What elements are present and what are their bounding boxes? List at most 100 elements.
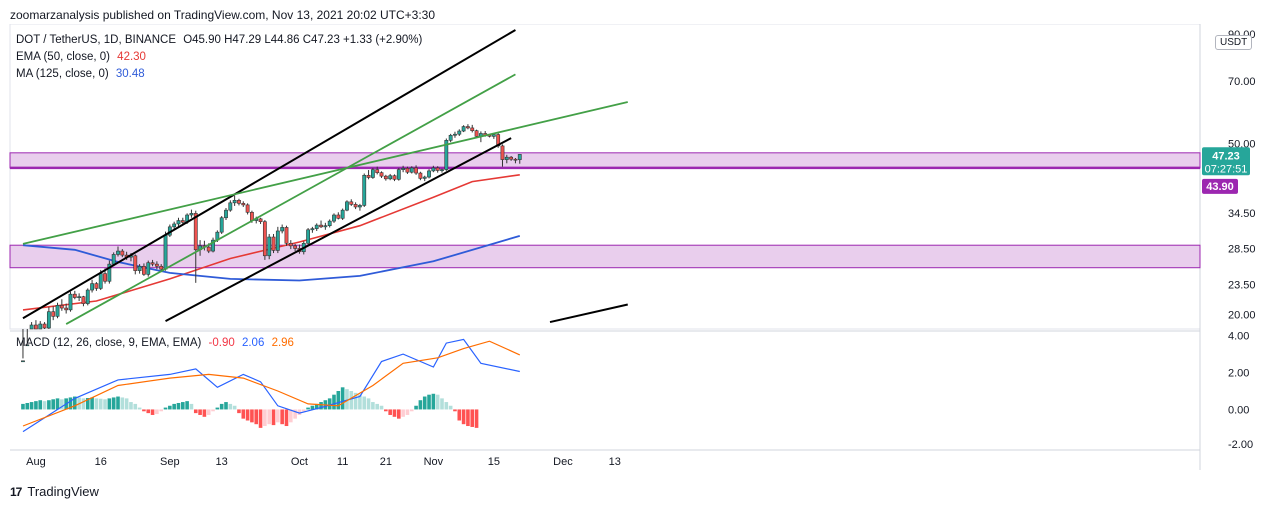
candle-body[interactable]: [366, 174, 371, 178]
candle-body[interactable]: [38, 323, 43, 330]
candle-body[interactable]: [504, 156, 509, 160]
candle-body[interactable]: [189, 213, 194, 216]
candle-body[interactable]: [431, 167, 436, 172]
zone-support-zone[interactable]: [9, 244, 1201, 269]
candle-body[interactable]: [159, 265, 164, 270]
candle-body[interactable]: [154, 263, 159, 267]
candle-body[interactable]: [21, 360, 25, 363]
candle-body[interactable]: [81, 296, 86, 304]
candle-body[interactable]: [392, 175, 397, 180]
candle-body[interactable]: [180, 220, 185, 223]
trendline-4[interactable]: [22, 101, 628, 245]
candle-body[interactable]: [211, 239, 215, 252]
candle-body[interactable]: [314, 224, 319, 229]
zone-resistance-zone[interactable]: [9, 152, 1201, 169]
candle-body[interactable]: [206, 246, 211, 252]
candle-body[interactable]: [336, 214, 341, 219]
macd-line[interactable]: [22, 338, 520, 433]
candle-body[interactable]: [457, 130, 462, 135]
candle-body[interactable]: [470, 127, 475, 131]
candle-body[interactable]: [349, 201, 354, 205]
candle-body[interactable]: [293, 245, 298, 249]
candle-body[interactable]: [163, 234, 168, 270]
candle-body[interactable]: [111, 254, 116, 265]
level-badge[interactable]: [1202, 178, 1238, 194]
price-chart-svg[interactable]: 90.0070.0050.0034.5028.5023.5020.004.002…: [0, 23, 1280, 484]
candle-body[interactable]: [72, 293, 77, 298]
candle-body[interactable]: [85, 289, 90, 304]
trendline-3[interactable]: [549, 303, 628, 324]
candle-body[interactable]: [491, 134, 496, 137]
candle-body[interactable]: [133, 255, 138, 271]
candle-body[interactable]: [332, 214, 336, 222]
candle-body[interactable]: [224, 209, 228, 219]
tradingview-logo-icon[interactable]: 17: [10, 484, 22, 499]
candle-body[interactable]: [120, 250, 125, 256]
candle-body[interactable]: [444, 140, 449, 170]
candle-body[interactable]: [245, 204, 250, 213]
candle-body[interactable]: [64, 307, 69, 311]
chart-area[interactable]: 90.0070.0050.0034.5028.5023.5020.004.002…: [0, 23, 1280, 489]
candle-body[interactable]: [345, 201, 349, 211]
candle-body[interactable]: [59, 305, 64, 309]
candle-body[interactable]: [25, 344, 30, 347]
candle-body[interactable]: [383, 175, 388, 180]
candle-body[interactable]: [323, 225, 328, 228]
candle-body[interactable]: [362, 174, 367, 206]
candle-body[interactable]: [414, 167, 418, 174]
candle-body[interactable]: [306, 229, 310, 244]
candle-body[interactable]: [94, 283, 99, 289]
candle-body[interactable]: [29, 324, 34, 330]
macd-signal-line[interactable]: [22, 340, 521, 427]
candle-body[interactable]: [375, 169, 380, 173]
candle-body[interactable]: [90, 283, 94, 291]
ema50-line[interactable]: [22, 174, 520, 311]
trendline-1[interactable]: [22, 29, 516, 320]
candle-body[interactable]: [219, 217, 224, 233]
candle-body[interactable]: [513, 158, 518, 161]
candle-body[interactable]: [46, 311, 51, 329]
candle-body[interactable]: [193, 213, 198, 251]
candle-body[interactable]: [418, 172, 423, 179]
ma125-line[interactable]: [22, 235, 521, 282]
candle-body[interactable]: [427, 170, 431, 178]
candle-body[interactable]: [401, 168, 406, 170]
candle-body[interactable]: [310, 228, 315, 231]
candle-body[interactable]: [34, 324, 38, 330]
candle-body[interactable]: [146, 262, 151, 275]
candle-body[interactable]: [440, 169, 444, 171]
candle-body[interactable]: [509, 156, 514, 160]
candle-body[interactable]: [107, 263, 112, 282]
candle-body[interactable]: [172, 223, 177, 228]
symbol-title[interactable]: DOT / TetherUS, 1D, BINANCE: [16, 34, 176, 46]
candle-body[interactable]: [55, 305, 60, 317]
candle-body[interactable]: [327, 220, 332, 226]
candle-body[interactable]: [435, 167, 440, 171]
ma-legend[interactable]: MA (125, close, 0) 30.48: [16, 68, 149, 80]
candle-body[interactable]: [42, 323, 47, 329]
candle-body[interactable]: [150, 262, 155, 265]
candle-body[interactable]: [137, 265, 142, 271]
candle-body[interactable]: [142, 265, 146, 275]
trendline-5[interactable]: [65, 73, 516, 325]
candle-body[interactable]: [517, 154, 522, 160]
candle-body[interactable]: [98, 273, 103, 289]
candle-body[interactable]: [358, 205, 362, 208]
candle-body[interactable]: [319, 224, 323, 228]
candle-body[interactable]: [422, 176, 427, 179]
candle-body[interactable]: [474, 130, 479, 137]
candle-body[interactable]: [379, 172, 384, 177]
candle-body[interactable]: [228, 202, 233, 211]
price-badge[interactable]: [1202, 147, 1250, 176]
candle-body[interactable]: [466, 126, 470, 129]
candle-body[interactable]: [267, 236, 272, 257]
footer-brand[interactable]: TradingView: [27, 484, 99, 499]
trendline-2[interactable]: [165, 137, 512, 322]
candle-body[interactable]: [258, 218, 263, 222]
candle-body[interactable]: [116, 250, 120, 255]
candle-body[interactable]: [353, 204, 358, 208]
candle-body[interactable]: [271, 236, 276, 251]
candle-body[interactable]: [275, 230, 280, 251]
candle-body[interactable]: [68, 293, 73, 311]
candle-body[interactable]: [241, 203, 246, 206]
